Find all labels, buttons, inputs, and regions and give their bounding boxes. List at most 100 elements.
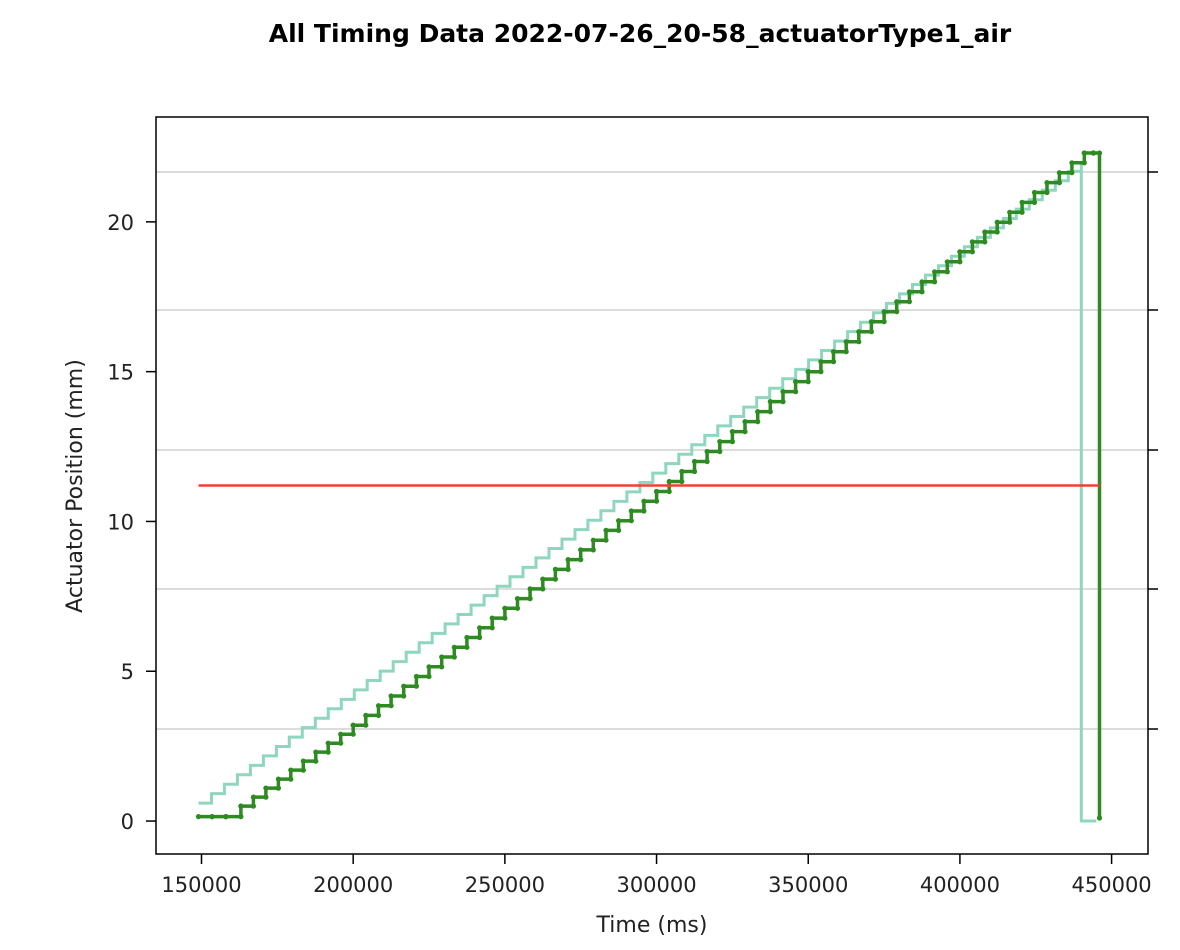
- data-point: [388, 693, 394, 699]
- data-point: [1031, 189, 1038, 196]
- data-point: [793, 379, 799, 385]
- data-point: [628, 508, 634, 514]
- data-point: [654, 498, 660, 504]
- data-point: [856, 339, 862, 345]
- data-point: [881, 319, 887, 325]
- data-point: [275, 785, 281, 791]
- data-point: [300, 767, 306, 773]
- data-point: [464, 634, 470, 641]
- x-axis-label: Time (ms): [596, 913, 708, 938]
- data-point: [868, 319, 875, 325]
- x-tick-label: 350000: [768, 873, 848, 897]
- data-point: [742, 419, 748, 425]
- data-point: [1056, 170, 1062, 176]
- data-point: [477, 634, 483, 641]
- data-point: [1081, 150, 1087, 156]
- data-point: [1031, 199, 1038, 205]
- data-point: [603, 537, 609, 543]
- data-point: [590, 537, 596, 543]
- data-point: [250, 794, 256, 800]
- data-point: [401, 693, 407, 699]
- data-point: [565, 566, 571, 573]
- data-point: [830, 359, 837, 365]
- data-point: [502, 615, 508, 621]
- data-point: [350, 731, 356, 737]
- data-point: [805, 369, 811, 375]
- x-tick-label: 250000: [465, 873, 545, 897]
- data-point: [590, 547, 596, 553]
- data-point: [1019, 209, 1025, 215]
- data-point: [654, 488, 660, 495]
- data-point: [982, 229, 988, 235]
- data-point: [263, 785, 269, 791]
- data-point: [1096, 815, 1103, 821]
- data-point: [894, 309, 900, 315]
- data-point: [388, 703, 394, 709]
- data-point: [944, 259, 950, 265]
- data-point: [628, 518, 634, 524]
- data-point: [313, 758, 319, 764]
- data-point: [818, 359, 824, 365]
- data-point: [780, 389, 786, 395]
- data-point: [957, 249, 963, 255]
- series-1: [195, 150, 1103, 821]
- data-point: [413, 683, 419, 689]
- data-point: [704, 448, 710, 455]
- data-point: [1044, 189, 1050, 196]
- data-point: [514, 605, 521, 611]
- data-point: [250, 803, 256, 809]
- data-point: [944, 269, 950, 275]
- data-point: [982, 239, 988, 245]
- x-tick-label: 400000: [920, 873, 1000, 897]
- chart-title: All Timing Data 2022-07-26_20-58_actuato…: [269, 19, 1012, 48]
- x-tick-label: 300000: [616, 873, 696, 897]
- data-point: [805, 379, 811, 385]
- data-point: [426, 673, 432, 680]
- data-point: [375, 712, 382, 719]
- x-tick-label: 450000: [1072, 873, 1152, 897]
- data-point: [338, 731, 344, 737]
- y-tick-label: 10: [107, 510, 134, 534]
- data-point: [401, 683, 407, 689]
- data-point: [439, 664, 445, 670]
- data-point: [932, 269, 938, 275]
- data-point: [1019, 199, 1025, 205]
- data-point: [818, 369, 824, 375]
- x-axis-ticks: 150000 200000 250000 300000 350000 400000 4500…: [161, 854, 1152, 897]
- data-point: [238, 814, 244, 820]
- series-line: [198, 151, 1102, 819]
- data-point: [679, 468, 685, 475]
- secondary-y-axis-ticks: [1148, 171, 1158, 730]
- data-point: [263, 794, 269, 800]
- data-point: [679, 478, 685, 485]
- data-point: [552, 566, 559, 573]
- data-point: [1069, 160, 1075, 166]
- data-point: [527, 586, 533, 592]
- data-point: [856, 329, 862, 335]
- data-point: [578, 557, 584, 563]
- data-point: [439, 654, 445, 660]
- data-point: [767, 399, 773, 405]
- data-point: [464, 644, 470, 650]
- data-point: [338, 740, 344, 746]
- data-point: [919, 289, 925, 295]
- data-point: [1044, 180, 1050, 186]
- data-point: [1069, 170, 1075, 176]
- data-point: [325, 740, 331, 746]
- data-point: [641, 498, 647, 504]
- data-point: [1056, 180, 1062, 186]
- data-point: [209, 814, 215, 820]
- series-line: [198, 161, 1097, 823]
- data-point: [704, 458, 710, 465]
- data-point: [843, 339, 849, 345]
- data-point: [514, 596, 521, 602]
- data-point: [932, 279, 938, 285]
- data-point: [742, 429, 748, 435]
- data-point: [894, 299, 900, 305]
- x-tick-label: 150000: [161, 873, 241, 897]
- data-point: [1007, 209, 1013, 215]
- data-point: [793, 389, 799, 395]
- data-point: [413, 673, 419, 680]
- data-point: [717, 439, 723, 445]
- data-point: [641, 508, 647, 514]
